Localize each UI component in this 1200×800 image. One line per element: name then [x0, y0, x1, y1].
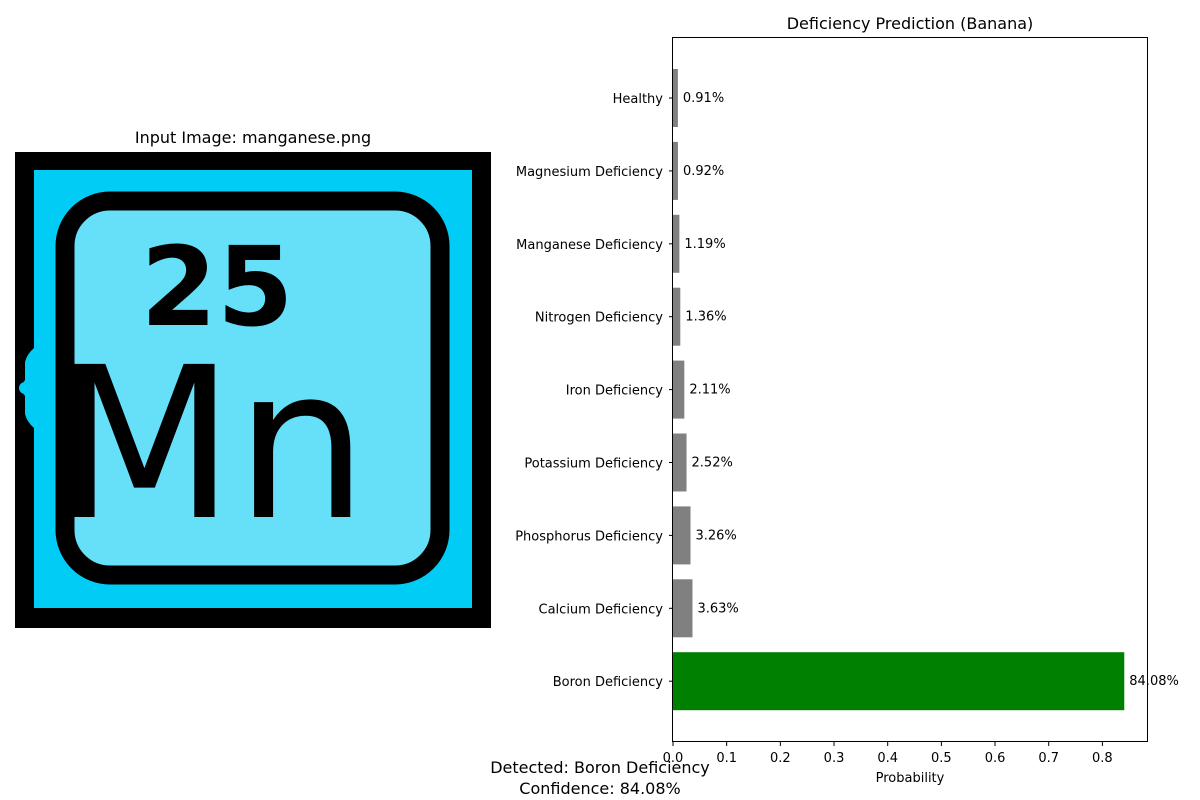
bar-nitrogen-deficiency — [673, 287, 681, 346]
x-tick-label: 0.0 — [663, 751, 684, 766]
bar-boron-deficiency — [673, 652, 1125, 711]
y-tick-label: Phosphorus Deficiency — [515, 529, 663, 544]
data-label: 1.19% — [684, 237, 725, 252]
tile-inner-frame — [55, 191, 450, 585]
image-panel-title: Input Image: manganese.png — [134, 128, 372, 147]
data-label: 0.92% — [683, 164, 724, 179]
x-tick-label: 0.2 — [770, 751, 791, 766]
atomic-number-text: 25 — [140, 223, 293, 351]
bar-calcium-deficiency — [673, 579, 693, 638]
x-axis-label: Probability — [876, 771, 945, 786]
x-tick-label: 0.1 — [716, 751, 737, 766]
y-tick-label: Boron Deficiency — [553, 675, 664, 690]
data-label: 3.26% — [695, 528, 736, 543]
y-tick-label: Potassium Deficiency — [524, 457, 663, 472]
x-tick-label: 0.8 — [1092, 751, 1113, 766]
x-tick-label: 0.6 — [985, 751, 1006, 766]
input-image: 25 Mn — [15, 152, 491, 628]
bar-healthy — [673, 69, 678, 127]
bar-manganese-deficiency — [673, 214, 680, 273]
data-label: 3.63% — [697, 601, 738, 616]
y-tick-label: Healthy — [613, 92, 664, 107]
bar-magnesium-deficiency — [673, 141, 678, 200]
x-tick-label: 0.3 — [824, 751, 845, 766]
x-tick-label: 0.5 — [931, 751, 952, 766]
bar-iron-deficiency — [673, 360, 685, 419]
x-tick-label: 0.7 — [1038, 751, 1059, 766]
chart-title: Deficiency Prediction (Banana) — [787, 14, 1034, 33]
detected-text: Detected: Boron Deficiency — [490, 758, 710, 777]
confidence-text: Confidence: 84.08% — [519, 779, 681, 798]
data-label: 1.36% — [685, 310, 726, 325]
y-tick-label: Nitrogen Deficiency — [535, 311, 663, 326]
plot-frame — [672, 37, 1148, 742]
x-tick-label: 0.4 — [877, 751, 898, 766]
data-label: 2.11% — [689, 383, 730, 398]
y-tick-label: Calcium Deficiency — [539, 602, 664, 617]
y-tick-label: Magnesium Deficiency — [516, 165, 663, 180]
data-label: 0.91% — [683, 91, 724, 106]
bar-phosphorus-deficiency — [673, 506, 691, 565]
element-symbol-text: Mn — [54, 322, 368, 567]
bar-potassium-deficiency — [673, 433, 687, 492]
y-tick-label: Iron Deficiency — [566, 384, 664, 399]
y-tick-label: Manganese Deficiency — [516, 238, 663, 253]
data-label: 2.52% — [692, 456, 733, 471]
data-label: 84.08% — [1129, 674, 1179, 689]
